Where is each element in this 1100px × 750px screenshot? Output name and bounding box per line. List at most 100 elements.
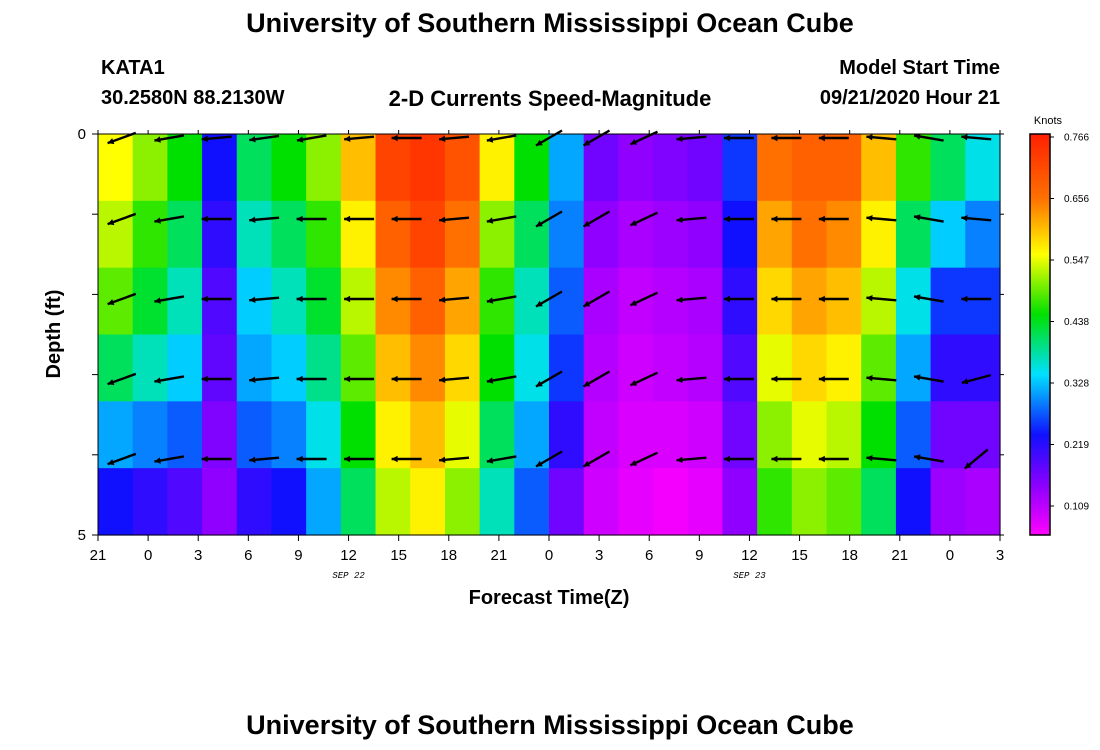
heat-cell xyxy=(653,468,689,536)
current-vector-head xyxy=(486,217,494,224)
current-vector-head xyxy=(818,375,825,383)
current-vector-head xyxy=(866,215,873,222)
heat-cell xyxy=(132,468,168,536)
heat-cell xyxy=(202,134,238,202)
heat-cell xyxy=(98,468,134,536)
current-vector-head xyxy=(961,378,969,385)
heat-cell xyxy=(722,200,758,269)
current-vector-head xyxy=(536,300,543,307)
current-vector-head xyxy=(676,456,683,463)
current-vector-head xyxy=(583,380,591,387)
colorbar-tick-label: 0.547 xyxy=(1064,256,1089,267)
heat-cell xyxy=(479,134,515,202)
current-vector-head xyxy=(914,133,921,140)
heat-cell xyxy=(895,468,932,536)
current-vector-head xyxy=(771,375,778,383)
heat-cell xyxy=(757,134,793,202)
heat-cell xyxy=(965,401,1001,469)
colorbar-tick-label: 0.109 xyxy=(1064,502,1089,513)
heat-cell xyxy=(514,200,550,269)
heat-cell xyxy=(583,334,619,402)
colorbar-tick-label: 0.219 xyxy=(1064,440,1089,451)
heat-cell xyxy=(895,200,932,269)
x-tick-label: 6 xyxy=(645,547,653,564)
current-vector-head xyxy=(107,138,115,145)
current-vector-head xyxy=(723,134,730,142)
heat-cell xyxy=(410,468,446,536)
x-tick-label: 18 xyxy=(440,547,457,564)
current-vector-head xyxy=(676,216,683,223)
x-tick-label: 3 xyxy=(996,547,1004,564)
heat-cell xyxy=(98,134,134,202)
heat-cell xyxy=(965,267,1001,336)
heat-cell xyxy=(202,200,238,269)
y-tick-label: 0 xyxy=(78,126,86,143)
current-vector-head xyxy=(249,136,256,143)
current-vector-head xyxy=(154,457,161,464)
current-vector-head xyxy=(296,295,303,303)
heat-cell xyxy=(202,468,238,536)
current-vector-head xyxy=(391,215,398,223)
station-id: KATA1 xyxy=(101,57,165,79)
current-vector-head xyxy=(391,295,398,303)
current-vector-head xyxy=(344,375,351,383)
heat-cell xyxy=(236,334,273,402)
current-vector-head xyxy=(866,134,873,141)
heat-cell xyxy=(653,134,689,202)
heat-cell xyxy=(410,200,446,269)
current-vector-head xyxy=(439,456,446,463)
heat-cell xyxy=(167,468,203,536)
x-tick-label: 0 xyxy=(946,547,954,564)
model-start-value: 09/21/2020 Hour 21 xyxy=(819,87,1000,109)
heat-cell xyxy=(236,134,273,202)
colorbar-scale xyxy=(1029,133,1051,536)
current-vector-head xyxy=(201,295,208,303)
heat-cell xyxy=(306,200,342,269)
current-vector-head xyxy=(866,375,873,382)
colorbar-tick-label: 0.328 xyxy=(1064,379,1089,390)
current-vector-head xyxy=(249,456,256,463)
heat-cell xyxy=(271,134,307,202)
current-vector-head xyxy=(486,377,494,384)
heat-cell xyxy=(236,200,273,269)
current-vector-head xyxy=(723,215,730,223)
current-vector-head xyxy=(486,297,494,304)
heat-cell xyxy=(965,468,1001,536)
current-vector-head xyxy=(486,136,494,143)
plot-title: 2-D Currents Speed-Magnitude xyxy=(388,86,712,111)
heat-cell xyxy=(965,200,1001,269)
heat-cell xyxy=(895,134,932,202)
heat-cell xyxy=(930,468,966,536)
current-vector-head xyxy=(107,299,115,306)
x-tick-label: 18 xyxy=(841,547,858,564)
current-vector-head xyxy=(676,376,683,383)
heat-cell xyxy=(167,200,203,269)
current-vector-head xyxy=(439,376,446,383)
current-vector-head xyxy=(154,217,161,224)
heat-cell xyxy=(618,200,654,269)
current-vector-head xyxy=(439,296,446,303)
axes: 21 0 3 6 9 12 15 18 21 0 3 6 9 12 15 18 21 0 3 SEP 22 SEP 23… xyxy=(78,126,1005,581)
heat-cell xyxy=(444,134,481,202)
heat-cell xyxy=(375,334,411,402)
heat-cell xyxy=(687,134,724,202)
heat-cell xyxy=(930,401,966,469)
current-vector-head xyxy=(296,455,303,463)
current-vector-head xyxy=(583,220,591,227)
current-vector-head xyxy=(201,215,208,223)
heat-cell xyxy=(653,334,689,402)
current-vector-head xyxy=(961,295,968,303)
heat-cell xyxy=(514,134,550,202)
heat-cell xyxy=(861,468,897,536)
heat-cell xyxy=(930,334,966,402)
heat-cell xyxy=(791,334,828,402)
heat-cell xyxy=(340,334,377,402)
heat-cell xyxy=(687,267,724,336)
heat-cell xyxy=(375,200,411,269)
heat-cell xyxy=(340,267,377,336)
current-vector-head xyxy=(630,459,638,466)
heat-cell xyxy=(167,134,203,202)
current-vector-head xyxy=(344,295,351,303)
current-vector-head xyxy=(583,300,591,307)
heat-cell xyxy=(583,401,619,469)
